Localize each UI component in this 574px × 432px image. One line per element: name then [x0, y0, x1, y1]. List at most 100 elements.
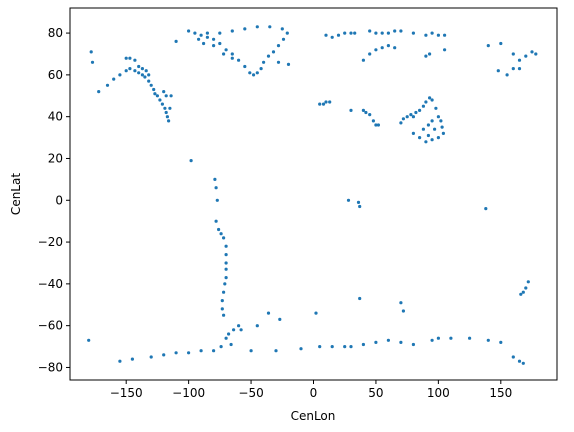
scatter-point: [137, 71, 140, 74]
scatter-point: [374, 31, 377, 34]
scatter-point: [190, 159, 193, 162]
scatter-point: [362, 109, 365, 112]
scatter-point: [128, 67, 131, 70]
scatter-point: [393, 29, 396, 32]
x-tick-label: −50: [238, 386, 263, 400]
scatter-point: [248, 71, 251, 74]
scatter-point: [118, 73, 121, 76]
scatter-point: [218, 31, 221, 34]
scatter-point: [267, 55, 270, 58]
scatter-point: [534, 52, 537, 55]
scatter-point: [256, 324, 259, 327]
scatter-point: [418, 136, 421, 139]
scatter-point: [231, 29, 234, 32]
scatter-point: [353, 31, 356, 34]
scatter-point: [349, 31, 352, 34]
y-tick-label: 0: [55, 193, 63, 207]
scatter-point: [518, 59, 521, 62]
scatter-point: [318, 103, 321, 106]
scatter-point: [418, 109, 421, 112]
scatter-point: [220, 232, 223, 235]
scatter-point: [168, 107, 171, 110]
scatter-point: [368, 52, 371, 55]
scatter-point: [387, 31, 390, 34]
scatter-point: [193, 31, 196, 34]
scatter-point: [484, 207, 487, 210]
scatter-point: [252, 73, 255, 76]
scatter-point: [412, 31, 415, 34]
scatter-point: [512, 67, 515, 70]
scatter-point: [137, 65, 140, 68]
scatter-point: [221, 299, 224, 302]
scatter-point: [349, 345, 352, 348]
scatter-point: [331, 345, 334, 348]
scatter-point: [212, 38, 215, 41]
scatter-point: [431, 138, 434, 141]
scatter-point: [217, 228, 220, 231]
scatter-point: [441, 126, 444, 129]
y-tick-label: 60: [48, 68, 63, 82]
scatter-point: [125, 57, 128, 60]
scatter-point: [91, 61, 94, 64]
scatter-point: [424, 55, 427, 58]
scatter-point: [175, 351, 178, 354]
scatter-point: [506, 73, 509, 76]
scatter-point: [243, 65, 246, 68]
scatter-point: [324, 34, 327, 37]
scatter-point: [215, 220, 218, 223]
scatter-point: [223, 282, 226, 285]
scatter-point: [431, 119, 434, 122]
y-tick-label: −40: [38, 277, 63, 291]
scatter-point: [431, 339, 434, 342]
scatter-point: [231, 52, 234, 55]
scatter-point: [362, 59, 365, 62]
scatter-point: [442, 132, 445, 135]
scatter-point: [167, 119, 170, 122]
scatter-point: [153, 92, 156, 95]
scatter-point: [133, 69, 136, 72]
scatter-point: [443, 48, 446, 51]
scatter-point: [237, 324, 240, 327]
scatter-point: [512, 52, 515, 55]
scatter-point: [487, 339, 490, 342]
scatter-point: [145, 69, 148, 72]
scatter-point: [343, 345, 346, 348]
scatter-point: [250, 349, 253, 352]
scatter-point: [141, 67, 144, 70]
scatter-point: [87, 339, 90, 342]
scatter-point: [161, 103, 164, 106]
scatter-point: [215, 186, 218, 189]
scatter-point: [414, 111, 417, 114]
x-axis-label: CenLon: [291, 409, 336, 423]
scatter-point: [202, 42, 205, 45]
scatter-point: [262, 61, 265, 64]
scatter-point: [225, 245, 228, 248]
scatter-point: [412, 115, 415, 118]
scatter-point: [443, 34, 446, 37]
scatter-point: [268, 25, 271, 28]
scatter-point: [212, 44, 215, 47]
y-tick-label: 20: [48, 151, 63, 165]
scatter-point: [399, 121, 402, 124]
scatter-point: [424, 34, 427, 37]
scatter-point: [424, 100, 427, 103]
scatter-point: [162, 353, 165, 356]
scatter-point: [422, 128, 425, 131]
scatter-point: [213, 178, 216, 181]
scatter-point: [358, 297, 361, 300]
scatter-point: [267, 312, 270, 315]
scatter-point: [524, 55, 527, 58]
scatter-point: [220, 345, 223, 348]
scatter-point: [399, 29, 402, 32]
scatter-point: [468, 337, 471, 340]
scatter-point: [225, 253, 228, 256]
scatter-point: [406, 115, 409, 118]
scatter-point: [240, 328, 243, 331]
scatter-point: [243, 27, 246, 30]
scatter-point: [358, 205, 361, 208]
scatter-point: [212, 349, 215, 352]
scatter-point: [437, 115, 440, 118]
scatter-point: [206, 36, 209, 39]
scatter-point: [256, 25, 259, 28]
scatter-point: [431, 31, 434, 34]
